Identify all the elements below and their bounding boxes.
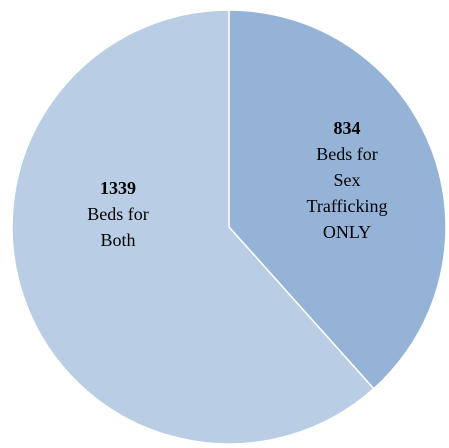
slice-value: 834 [333,118,361,138]
slice-label: 834 Beds for Sex Trafficking ONLY [301,115,393,245]
slice-name: Beds for Sex Trafficking ONLY [306,144,388,242]
slice-value: 1339 [100,178,136,198]
pie-slice [228,9,447,390]
slice-name: Beds for Both [87,204,149,250]
pie-slice [11,9,375,445]
slice-label: 1339 Beds for Both [72,175,164,253]
